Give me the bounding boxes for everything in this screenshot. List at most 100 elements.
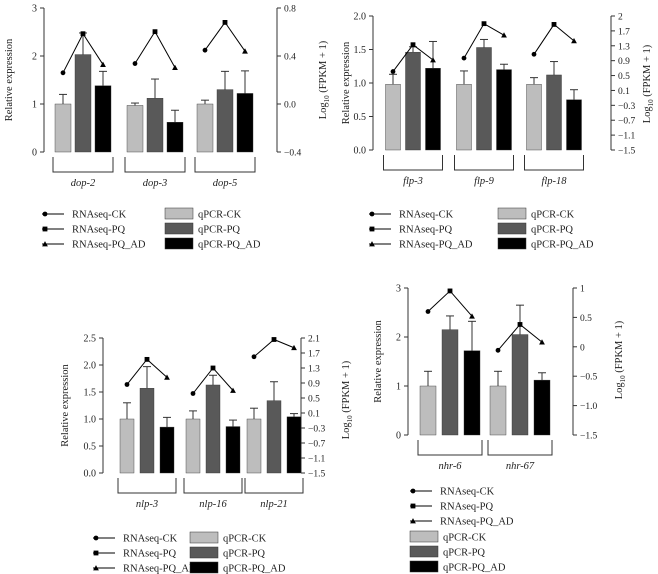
left-tick-label: 1 bbox=[396, 382, 401, 393]
legend-label: RNAseq-CK bbox=[72, 210, 127, 221]
rnaseq-point bbox=[291, 344, 297, 351]
left-tick-label: 0.5 bbox=[84, 442, 97, 453]
legend-rnaseq-2: RNAseq-PQ bbox=[369, 225, 453, 236]
right-tick-label: −1.1 bbox=[618, 132, 635, 142]
left-tick-label: 0.0 bbox=[354, 146, 367, 157]
legend-label: qPCR-PQ_AD bbox=[531, 240, 594, 251]
legend-qpcr-4: qPCR-PQ bbox=[409, 545, 485, 559]
category-label: flp-3 bbox=[403, 176, 423, 187]
category-label: nhr-6 bbox=[438, 461, 462, 472]
legend-rnaseq-1: RNAseq-PQ bbox=[42, 225, 126, 236]
category-bracket bbox=[383, 155, 443, 171]
rnaseq-line bbox=[427, 290, 473, 317]
rnaseq-point bbox=[80, 31, 86, 37]
legend-qpcr-2: qPCR-PQ bbox=[497, 222, 573, 236]
y-axis-title: Relative expression bbox=[4, 38, 15, 121]
rnaseq-point bbox=[132, 61, 138, 66]
legend-label: RNAseq-PQ_AD bbox=[440, 517, 514, 528]
rnaseq-point bbox=[230, 387, 236, 393]
legend-rnaseq-2: RNAseq-PQ_AD bbox=[369, 240, 473, 251]
rnaseq-point bbox=[190, 391, 196, 396]
right-tick-label: −0.4 bbox=[284, 149, 301, 159]
right-tick-label: 0 bbox=[580, 343, 585, 353]
rnaseq-point bbox=[469, 313, 475, 319]
legend-label: qPCR-CK bbox=[198, 210, 242, 221]
rnaseq-point bbox=[100, 61, 106, 67]
bar bbox=[511, 334, 529, 436]
right-tick-label: 0.1 bbox=[308, 410, 320, 420]
category-label: nhr-67 bbox=[506, 461, 535, 472]
rnaseq-point bbox=[271, 337, 277, 342]
legend-swatch bbox=[409, 545, 439, 558]
bar bbox=[533, 379, 551, 436]
bar bbox=[419, 385, 437, 436]
bar bbox=[566, 99, 582, 151]
bar bbox=[185, 418, 201, 474]
bar bbox=[476, 47, 492, 151]
legend-swatch bbox=[164, 222, 194, 235]
category-bracket bbox=[487, 440, 553, 456]
category-label: flp-9 bbox=[474, 176, 495, 187]
rnaseq-point bbox=[164, 374, 170, 380]
legend-swatch bbox=[164, 207, 194, 220]
legend-rnaseq-3: RNAseq-PQ bbox=[93, 549, 177, 560]
legend-label: qPCR-PQ bbox=[198, 225, 240, 236]
left-tick-label: 1 bbox=[32, 100, 37, 111]
legend-label: qPCR-PQ bbox=[443, 548, 485, 559]
category-label: nlp-21 bbox=[260, 499, 287, 510]
y-axis-title: Relative expression bbox=[60, 363, 71, 446]
legend-label: RNAseq-PQ_AD bbox=[72, 240, 146, 251]
category-bracket bbox=[524, 155, 584, 171]
category-bracket bbox=[417, 440, 483, 456]
legend-rnaseq-1: RNAseq-PQ_AD bbox=[42, 240, 146, 251]
legend-rnaseq-3: RNAseq-CK bbox=[93, 534, 178, 545]
legend-qpcr-2: qPCR-CK bbox=[497, 207, 575, 221]
left-tick-label: 2.0 bbox=[354, 12, 367, 23]
bar bbox=[159, 426, 175, 474]
bar bbox=[236, 93, 254, 153]
bar bbox=[456, 84, 472, 151]
bar bbox=[489, 385, 507, 436]
legend-label: RNAseq-CK bbox=[440, 487, 495, 498]
left-tick-label: 2.0 bbox=[84, 361, 97, 372]
category-label: nlp-3 bbox=[136, 499, 158, 510]
legend-swatch bbox=[189, 531, 219, 544]
legend-swatch bbox=[164, 237, 194, 250]
right-tick-label: −1.5 bbox=[580, 432, 597, 442]
right-tick-label: −1.5 bbox=[618, 147, 635, 157]
bar bbox=[205, 384, 221, 474]
legend-label: RNAseq-PQ_AD bbox=[123, 564, 197, 574]
left-tick-label: 2 bbox=[32, 52, 37, 63]
rnaseq-point bbox=[501, 32, 507, 38]
legend-qpcr-3: qPCR-PQ bbox=[189, 546, 265, 560]
left-tick-label: 1.0 bbox=[84, 415, 97, 426]
legend-rnaseq-2: RNAseq-CK bbox=[369, 210, 454, 221]
legend-marker bbox=[42, 241, 48, 247]
right-tick-label: 0.9 bbox=[308, 380, 320, 390]
legend-label: qPCR-CK bbox=[531, 210, 575, 221]
category-bracket bbox=[194, 157, 256, 173]
category-label: dop-2 bbox=[71, 178, 96, 189]
legend-rnaseq-4: RNAseq-CK bbox=[410, 487, 495, 498]
bar bbox=[119, 418, 135, 474]
y2-axis-title: Log10 (FPKM + 1) bbox=[341, 360, 354, 439]
rnaseq-point bbox=[152, 29, 158, 35]
legend-label: qPCR-PQ bbox=[531, 225, 573, 236]
right-tick-label: 1 bbox=[580, 285, 585, 295]
right-tick-label: −1.5 bbox=[308, 470, 325, 480]
left-tick-label: 3 bbox=[32, 4, 37, 15]
legend-rnaseq-4: RNAseq-PQ bbox=[410, 502, 494, 513]
legend-swatch bbox=[409, 530, 439, 543]
rnaseq-point bbox=[495, 347, 501, 353]
right-tick-label: 0.1 bbox=[618, 87, 630, 97]
rnaseq-point bbox=[539, 339, 545, 345]
legend-qpcr-1: qPCR-PQ_AD bbox=[164, 237, 261, 251]
legend-label: RNAseq-CK bbox=[399, 210, 454, 221]
bar bbox=[196, 103, 214, 153]
right-tick-label: 0.4 bbox=[284, 53, 296, 63]
legend-marker bbox=[93, 550, 99, 556]
category-label: nlp-16 bbox=[199, 499, 227, 510]
category-bracket bbox=[183, 478, 243, 494]
y-axis-title: Relative expression bbox=[341, 41, 352, 124]
